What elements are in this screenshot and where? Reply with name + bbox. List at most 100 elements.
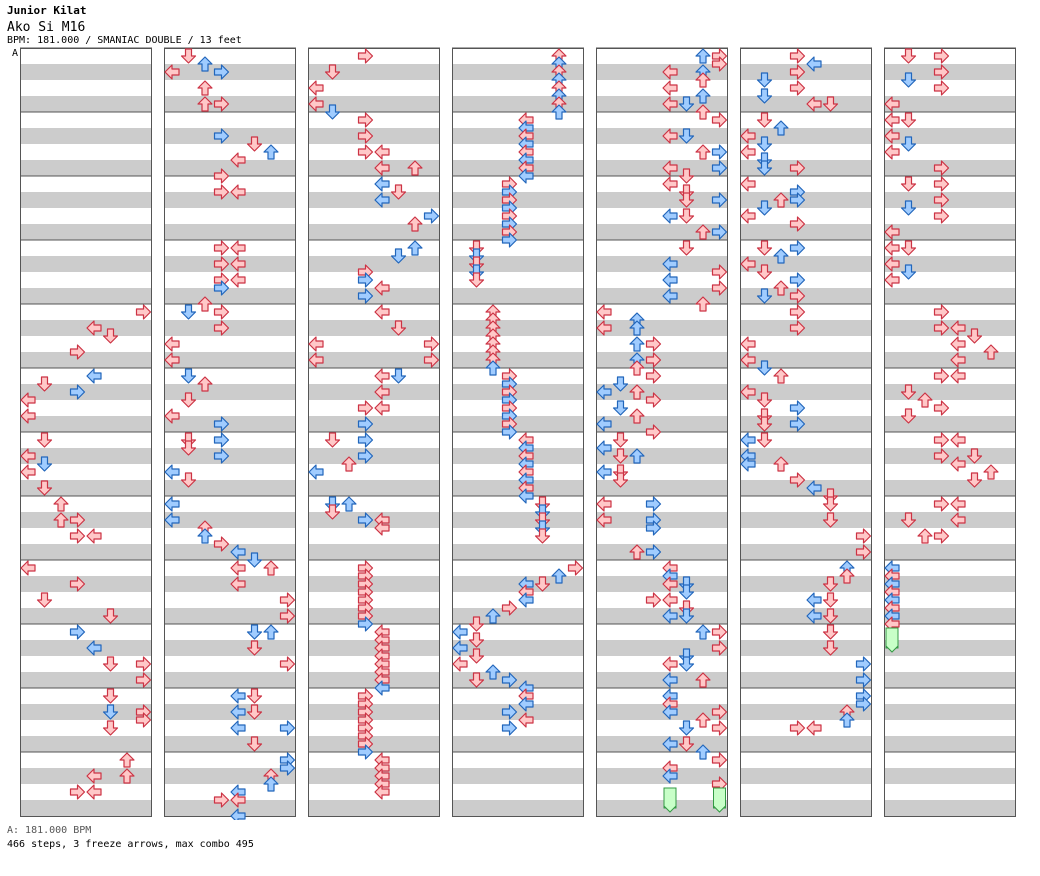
freeze-arrow (663, 787, 677, 813)
left-arrow-note (884, 112, 900, 128)
down-arrow-note (822, 96, 839, 112)
beat-band (596, 640, 728, 656)
right-arrow-note (69, 784, 86, 800)
beat-band (308, 768, 440, 784)
beat-band (596, 160, 728, 176)
chart-column (164, 47, 296, 817)
beat-band (20, 704, 152, 720)
beat-band (596, 704, 728, 720)
right-arrow-note (645, 336, 662, 352)
freeze-tail (663, 805, 677, 813)
down-arrow-note (822, 592, 839, 608)
left-arrow-note (374, 680, 390, 696)
beat-band (884, 384, 1016, 400)
left-arrow-note (230, 792, 246, 808)
left-arrow-note (308, 96, 324, 112)
beat-band (164, 352, 296, 368)
down-arrow-note (246, 736, 263, 752)
beat-band (164, 416, 296, 432)
right-arrow-note (357, 48, 374, 64)
up-arrow-note (485, 360, 501, 376)
right-arrow-note (357, 416, 374, 432)
down-arrow-note (180, 440, 197, 456)
beat-band (884, 160, 1016, 176)
down-arrow-note (678, 736, 695, 752)
beat-band (452, 192, 584, 208)
beat-band (596, 384, 728, 400)
chart-column (452, 47, 584, 817)
up-arrow-note (197, 296, 213, 312)
down-arrow-note (390, 368, 407, 384)
left-arrow-note (86, 768, 102, 784)
down-arrow-note (756, 112, 773, 128)
right-arrow-note (933, 304, 950, 320)
down-arrow-note (324, 432, 341, 448)
down-arrow-note (900, 112, 917, 128)
beat-band (20, 800, 152, 816)
beat-band (884, 416, 1016, 432)
right-arrow-note (933, 400, 950, 416)
right-arrow-note (711, 280, 728, 296)
up-arrow-note (485, 664, 501, 680)
beat-band (164, 736, 296, 752)
left-arrow-note (806, 96, 822, 112)
beat-band (20, 736, 152, 752)
right-arrow-note (711, 720, 728, 736)
chart-column (884, 47, 1016, 817)
left-arrow-note (20, 464, 36, 480)
beat-band (164, 608, 296, 624)
right-arrow-note (357, 744, 374, 760)
down-arrow-note (678, 656, 695, 672)
right-arrow-note (711, 752, 728, 768)
down-arrow-note (246, 624, 263, 640)
up-arrow-note (839, 568, 855, 584)
beat-band (884, 800, 1016, 816)
beat-band (164, 160, 296, 176)
up-arrow-note (773, 248, 789, 264)
beat-band (452, 224, 584, 240)
down-arrow-note (612, 472, 629, 488)
beat-band (20, 160, 152, 176)
beat-band (164, 224, 296, 240)
left-arrow-note (662, 592, 678, 608)
right-arrow-note (213, 184, 230, 200)
left-arrow-note (86, 784, 102, 800)
beat-band (740, 736, 872, 752)
beat-band (884, 640, 1016, 656)
beat-band (740, 576, 872, 592)
beat-band (740, 96, 872, 112)
beat-band (884, 672, 1016, 688)
beat-band (884, 448, 1016, 464)
beat-band (20, 672, 152, 688)
left-arrow-note (740, 352, 756, 368)
beat-band (164, 640, 296, 656)
down-arrow-note (678, 192, 695, 208)
up-arrow-note (485, 608, 501, 624)
right-arrow-note (501, 232, 518, 248)
beat-band (452, 576, 584, 592)
beat-band (308, 640, 440, 656)
down-arrow-note (180, 48, 197, 64)
beat-band (308, 608, 440, 624)
down-arrow-note (822, 576, 839, 592)
down-arrow-note (468, 648, 485, 664)
left-arrow-note (164, 408, 180, 424)
beat-band (164, 704, 296, 720)
left-arrow-note (806, 608, 822, 624)
down-arrow-note (756, 264, 773, 280)
down-arrow-note (678, 720, 695, 736)
up-arrow-note (695, 712, 711, 728)
beat-band (308, 736, 440, 752)
down-arrow-note (822, 512, 839, 528)
beat-band (884, 480, 1016, 496)
left-arrow-note (596, 440, 612, 456)
left-arrow-note (230, 688, 246, 704)
down-arrow-note (246, 688, 263, 704)
right-arrow-note (279, 720, 296, 736)
right-arrow-note (423, 336, 440, 352)
right-arrow-note (933, 80, 950, 96)
left-arrow-note (230, 256, 246, 272)
down-arrow-note (966, 448, 983, 464)
right-arrow-note (357, 616, 374, 632)
left-arrow-note (20, 448, 36, 464)
